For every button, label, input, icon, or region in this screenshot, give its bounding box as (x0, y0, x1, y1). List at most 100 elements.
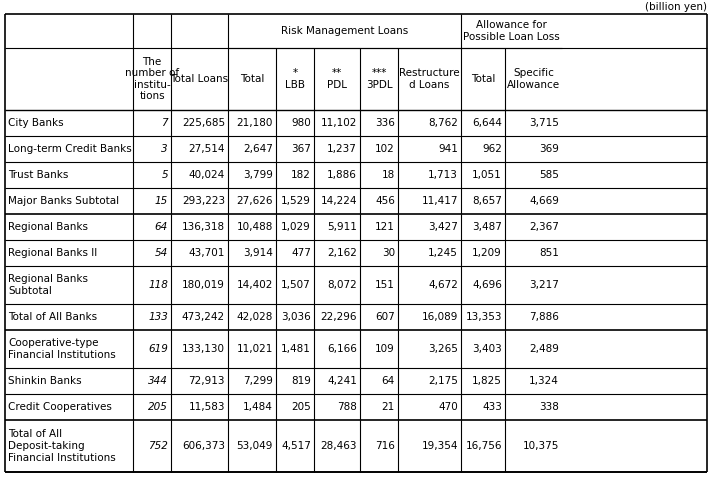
Text: 4,241: 4,241 (327, 376, 357, 386)
Text: 10,488: 10,488 (237, 222, 273, 232)
Text: 1,484: 1,484 (243, 402, 273, 412)
Text: 121: 121 (375, 222, 395, 232)
Text: Regional Banks II: Regional Banks II (8, 248, 97, 258)
Text: 14,224: 14,224 (321, 196, 357, 206)
Text: 819: 819 (291, 376, 311, 386)
Text: 10,375: 10,375 (523, 441, 559, 451)
Text: Regional Banks
Subtotal: Regional Banks Subtotal (8, 274, 88, 296)
Text: 53,049: 53,049 (237, 441, 273, 451)
Text: 962: 962 (482, 144, 502, 154)
Text: 19,354: 19,354 (421, 441, 458, 451)
Text: 64: 64 (155, 222, 168, 232)
Text: 2,647: 2,647 (243, 144, 273, 154)
Text: 22,296: 22,296 (321, 312, 357, 322)
Text: Total Loans: Total Loans (170, 74, 229, 84)
Text: 1,051: 1,051 (472, 170, 502, 180)
Text: Total: Total (240, 74, 265, 84)
Text: (billion yen): (billion yen) (645, 2, 707, 12)
Text: Regional Banks: Regional Banks (8, 222, 88, 232)
Text: 8,657: 8,657 (472, 196, 502, 206)
Text: 151: 151 (375, 280, 395, 290)
Text: 336: 336 (375, 118, 395, 128)
Text: 1,237: 1,237 (327, 144, 357, 154)
Text: 27,514: 27,514 (188, 144, 225, 154)
Text: 4,672: 4,672 (428, 280, 458, 290)
Text: 606,373: 606,373 (182, 441, 225, 451)
Text: 344: 344 (148, 376, 168, 386)
Text: Specific
Allowance: Specific Allowance (507, 68, 560, 90)
Text: 3,265: 3,265 (428, 344, 458, 354)
Text: 43,701: 43,701 (189, 248, 225, 258)
Text: Total: Total (471, 74, 496, 84)
Text: The
number of
institu-
tions: The number of institu- tions (125, 57, 179, 101)
Text: 18: 18 (381, 170, 395, 180)
Text: 14,402: 14,402 (237, 280, 273, 290)
Text: Long-term Credit Banks: Long-term Credit Banks (8, 144, 132, 154)
Text: 2,175: 2,175 (428, 376, 458, 386)
Text: 2,367: 2,367 (529, 222, 559, 232)
Text: 1,245: 1,245 (428, 248, 458, 258)
Text: 585: 585 (539, 170, 559, 180)
Text: 7,886: 7,886 (529, 312, 559, 322)
Text: Major Banks Subtotal: Major Banks Subtotal (8, 196, 119, 206)
Text: 473,242: 473,242 (182, 312, 225, 322)
Text: 42,028: 42,028 (237, 312, 273, 322)
Text: 1,507: 1,507 (281, 280, 311, 290)
Text: Restructure
d Loans: Restructure d Loans (399, 68, 460, 90)
Text: 752: 752 (148, 441, 168, 451)
Text: 27,626: 27,626 (237, 196, 273, 206)
Text: 338: 338 (539, 402, 559, 412)
Text: 16,756: 16,756 (466, 441, 502, 451)
Text: 477: 477 (291, 248, 311, 258)
Text: 15: 15 (155, 196, 168, 206)
Text: 619: 619 (148, 344, 168, 354)
Text: 3: 3 (161, 144, 168, 154)
Text: 11,417: 11,417 (421, 196, 458, 206)
Text: 1,324: 1,324 (529, 376, 559, 386)
Text: 456: 456 (375, 196, 395, 206)
Text: 11,102: 11,102 (321, 118, 357, 128)
Text: 118: 118 (148, 280, 168, 290)
Text: 205: 205 (148, 402, 168, 412)
Text: Risk Management Loans: Risk Management Loans (281, 26, 408, 36)
Text: 367: 367 (291, 144, 311, 154)
Text: 8,762: 8,762 (428, 118, 458, 128)
Text: City Banks: City Banks (8, 118, 63, 128)
Text: 1,713: 1,713 (428, 170, 458, 180)
Text: 941: 941 (438, 144, 458, 154)
Text: 3,799: 3,799 (243, 170, 273, 180)
Text: 716: 716 (375, 441, 395, 451)
Text: 4,517: 4,517 (281, 441, 311, 451)
Text: Total of All
Deposit-taking
Financial Institutions: Total of All Deposit-taking Financial In… (8, 429, 116, 462)
Text: Total of All Banks: Total of All Banks (8, 312, 97, 322)
Text: 3,715: 3,715 (529, 118, 559, 128)
Text: 6,644: 6,644 (472, 118, 502, 128)
Text: 3,487: 3,487 (472, 222, 502, 232)
Text: 5: 5 (161, 170, 168, 180)
Text: 5,911: 5,911 (327, 222, 357, 232)
Text: 3,403: 3,403 (472, 344, 502, 354)
Text: 4,669: 4,669 (529, 196, 559, 206)
Text: 7,299: 7,299 (243, 376, 273, 386)
Text: 980: 980 (291, 118, 311, 128)
Text: 21,180: 21,180 (237, 118, 273, 128)
Text: 3,427: 3,427 (428, 222, 458, 232)
Text: 133,130: 133,130 (182, 344, 225, 354)
Text: 1,886: 1,886 (327, 170, 357, 180)
Text: 182: 182 (291, 170, 311, 180)
Text: **
PDL: ** PDL (327, 68, 347, 90)
Text: 293,223: 293,223 (182, 196, 225, 206)
Text: 64: 64 (381, 376, 395, 386)
Text: 1,529: 1,529 (281, 196, 311, 206)
Text: 13,353: 13,353 (466, 312, 502, 322)
Text: 1,209: 1,209 (472, 248, 502, 258)
Text: 607: 607 (375, 312, 395, 322)
Text: Credit Cooperatives: Credit Cooperatives (8, 402, 112, 412)
Text: 788: 788 (337, 402, 357, 412)
Text: 1,029: 1,029 (281, 222, 311, 232)
Text: 6,166: 6,166 (327, 344, 357, 354)
Text: 1,481: 1,481 (281, 344, 311, 354)
Text: 28,463: 28,463 (321, 441, 357, 451)
Text: 3,036: 3,036 (281, 312, 311, 322)
Text: 109: 109 (375, 344, 395, 354)
